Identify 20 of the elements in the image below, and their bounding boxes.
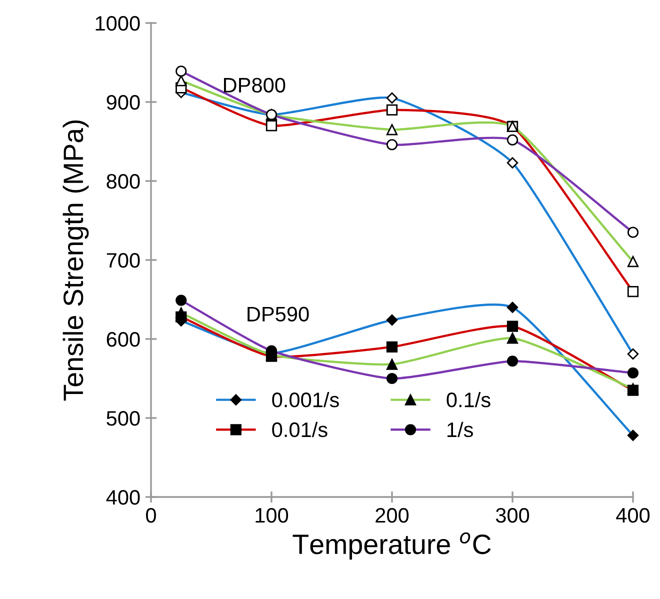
y-axis-title: Tensile Strength (MPa) <box>62 120 89 401</box>
y-tick-label: 900 <box>106 95 140 110</box>
legend-label: 0.001/s <box>272 392 339 408</box>
legend-label: 1/s <box>448 422 473 438</box>
y-tick-label: 600 <box>106 332 140 347</box>
x-tick-label: 300 <box>496 508 530 523</box>
x-tick-label: 100 <box>256 508 288 523</box>
annotation: DP590 <box>248 306 309 322</box>
legend-label: 0.1/s <box>446 392 490 408</box>
y-tick-label: 400 <box>106 490 140 505</box>
legend-label: 0.01/s <box>272 422 328 438</box>
y-tick-label: 500 <box>106 411 140 426</box>
y-tick-label: 800 <box>106 174 140 189</box>
y-tick-label: 1000 <box>96 16 140 31</box>
x-tick-label: 200 <box>376 508 409 523</box>
x-tick-label: 400 <box>616 508 650 523</box>
x-tick-label: 0 <box>146 508 156 523</box>
x-axis-title: Temperature $^{o}$C <box>292 532 491 560</box>
annotation: DP800 <box>224 78 286 93</box>
y-tick-label: 700 <box>106 253 140 268</box>
